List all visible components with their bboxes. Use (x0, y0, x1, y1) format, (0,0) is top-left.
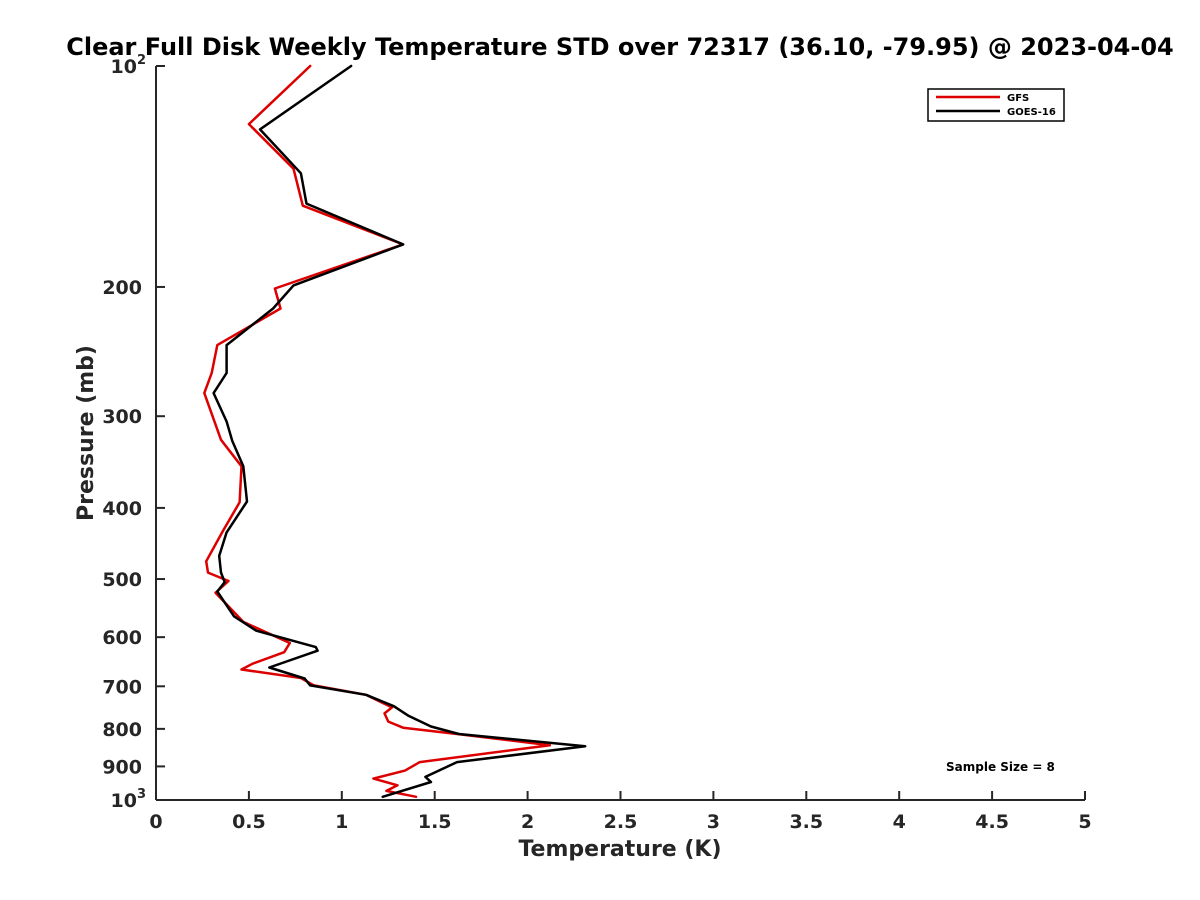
y-tick-label: 300 (102, 406, 142, 428)
x-tick-label: 4 (893, 811, 906, 833)
x-tick-label: 1 (335, 811, 348, 833)
y-tick-label: 800 (102, 719, 142, 741)
x-tick-label: 3 (707, 811, 720, 833)
axes-layer: 0 0.5 1 1.5 2 2.5 3 3.5 4 4.5 5 102 200 300 400 500 600 7… (102, 53, 1091, 833)
y-tick-label: 900 (102, 756, 142, 778)
legend: GFS GOES-16 (927, 88, 1065, 122)
x-tick-label: 0.5 (232, 811, 266, 833)
x-tick-label: 0 (149, 811, 162, 833)
y-tick-label: 103 (111, 787, 147, 812)
legend-box (927, 88, 1065, 122)
y-tick-label: 400 (102, 498, 142, 520)
series-line-goes-16 (212, 64, 587, 799)
series-layer (203, 64, 587, 799)
sample-size-annotation: Sample Size = 8 (946, 760, 1055, 774)
legend-label-gfs: GFS (1007, 93, 1029, 104)
y-tick-label: 600 (102, 627, 142, 649)
x-tick-label: 5 (1078, 811, 1091, 833)
y-tick-label: 102 (111, 53, 147, 78)
y-tick-label: 500 (102, 569, 142, 591)
x-tick-label: 2.5 (604, 811, 638, 833)
x-tick-label: 4.5 (975, 811, 1009, 833)
x-tick-label: 3.5 (789, 811, 823, 833)
x-tick-label: 1.5 (418, 811, 452, 833)
x-tick-label: 2 (521, 811, 534, 833)
chart-title: Clear Full Disk Weekly Temperature STD o… (66, 33, 1174, 61)
y-tick-label: 700 (102, 676, 142, 698)
y-tick-label: 200 (102, 277, 142, 299)
x-axis-label: Temperature (K) (518, 837, 721, 862)
y-axis-label: Pressure (mb) (74, 345, 99, 521)
legend-label-goes-16: GOES-16 (1007, 107, 1056, 118)
